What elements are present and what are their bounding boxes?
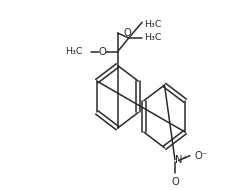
Text: H₃C: H₃C bbox=[144, 33, 162, 42]
Text: O⁻: O⁻ bbox=[194, 151, 207, 161]
Text: O: O bbox=[99, 47, 106, 57]
Text: H₃C: H₃C bbox=[144, 20, 162, 29]
Text: H₃C: H₃C bbox=[65, 47, 82, 56]
Text: O: O bbox=[124, 28, 131, 38]
Text: O: O bbox=[171, 177, 179, 187]
Text: N⁺: N⁺ bbox=[175, 154, 188, 165]
